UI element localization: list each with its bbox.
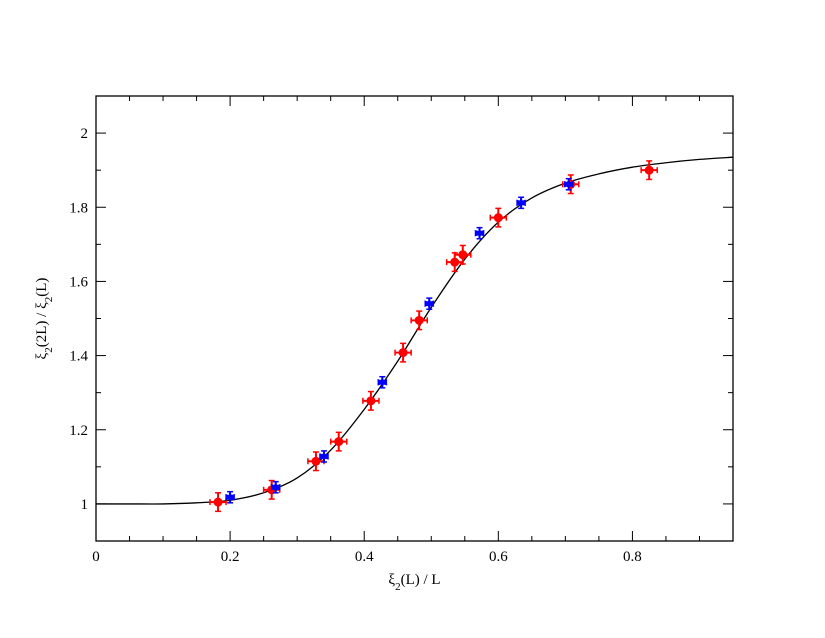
plot-frame <box>95 95 734 542</box>
x-tick-label: 0.2 <box>221 549 240 565</box>
y-tick-label: 1 <box>81 497 89 513</box>
y-tick-label: 1.4 <box>69 349 88 365</box>
circle-marker <box>311 456 321 466</box>
fit-curve-layer <box>96 156 734 505</box>
blue-star-point <box>270 480 281 494</box>
x-axis-title-subscript: 2 <box>395 581 401 593</box>
red-circle-point <box>640 160 658 181</box>
y-axis-title: ξ2(2L) / ξ2(L) <box>34 278 55 360</box>
blue-star-point <box>318 450 330 463</box>
y-axis-title-rest: (L) <box>34 278 50 297</box>
blue-star-point <box>377 375 388 389</box>
y-axis-title-mid: (2L) / ξ <box>34 302 50 347</box>
blue-star-point <box>424 297 435 310</box>
x-tick-label: 0.4 <box>355 549 374 565</box>
x-tick-label: 0.6 <box>489 549 508 565</box>
blue-star-point <box>224 490 236 504</box>
x-tick-label: 0.8 <box>623 549 642 565</box>
blue-star-point <box>515 196 527 210</box>
axis-ticks <box>95 95 734 542</box>
star-marker <box>424 297 435 310</box>
circle-marker <box>366 396 376 406</box>
red-circle-point <box>489 207 508 228</box>
x-tick-label: 0 <box>92 549 100 565</box>
star-marker <box>515 196 527 209</box>
star-marker <box>224 491 236 504</box>
circle-marker <box>493 213 503 223</box>
data-points-layer <box>209 160 658 513</box>
circle-marker <box>644 165 654 175</box>
red-circle-point <box>453 244 472 265</box>
y-tick-label: 1.2 <box>69 423 88 439</box>
circle-marker <box>458 250 468 260</box>
red-circle-point <box>209 492 227 513</box>
y-tick-label: 2 <box>81 126 89 142</box>
circle-marker <box>334 437 344 447</box>
y-tick-label: 1.8 <box>69 200 88 216</box>
blue-star-point <box>474 226 485 240</box>
circle-marker <box>398 348 408 358</box>
star-marker <box>318 450 330 463</box>
red-circle-point <box>307 451 325 472</box>
fit-curve <box>96 156 734 505</box>
circle-marker <box>414 315 424 325</box>
tick-labels: 0 0.2 0.4 0.6 0.8 1 1.2 1.4 1.6 1.8 2 <box>69 126 642 565</box>
y-axis-title-subscript-1: 2 <box>43 347 55 353</box>
star-marker <box>270 481 281 494</box>
x-axis-title: ξ2(L) / L <box>388 572 440 593</box>
y-axis-title-main: ξ <box>34 352 50 359</box>
red-circle-point <box>329 431 348 452</box>
circle-marker <box>213 497 223 507</box>
star-marker <box>563 178 574 191</box>
star-marker <box>377 376 388 389</box>
star-marker <box>474 227 485 240</box>
y-axis-title-subscript-2: 2 <box>43 297 55 303</box>
red-circle-point <box>394 342 412 363</box>
circle-marker <box>450 257 460 267</box>
red-circle-point <box>410 310 428 331</box>
red-circle-point <box>362 390 380 411</box>
x-axis-title-main: ξ <box>388 572 395 588</box>
blue-star-point <box>563 177 574 191</box>
y-tick-label: 1.6 <box>69 274 88 290</box>
x-axis-title-rest: (L) / L <box>401 572 441 588</box>
